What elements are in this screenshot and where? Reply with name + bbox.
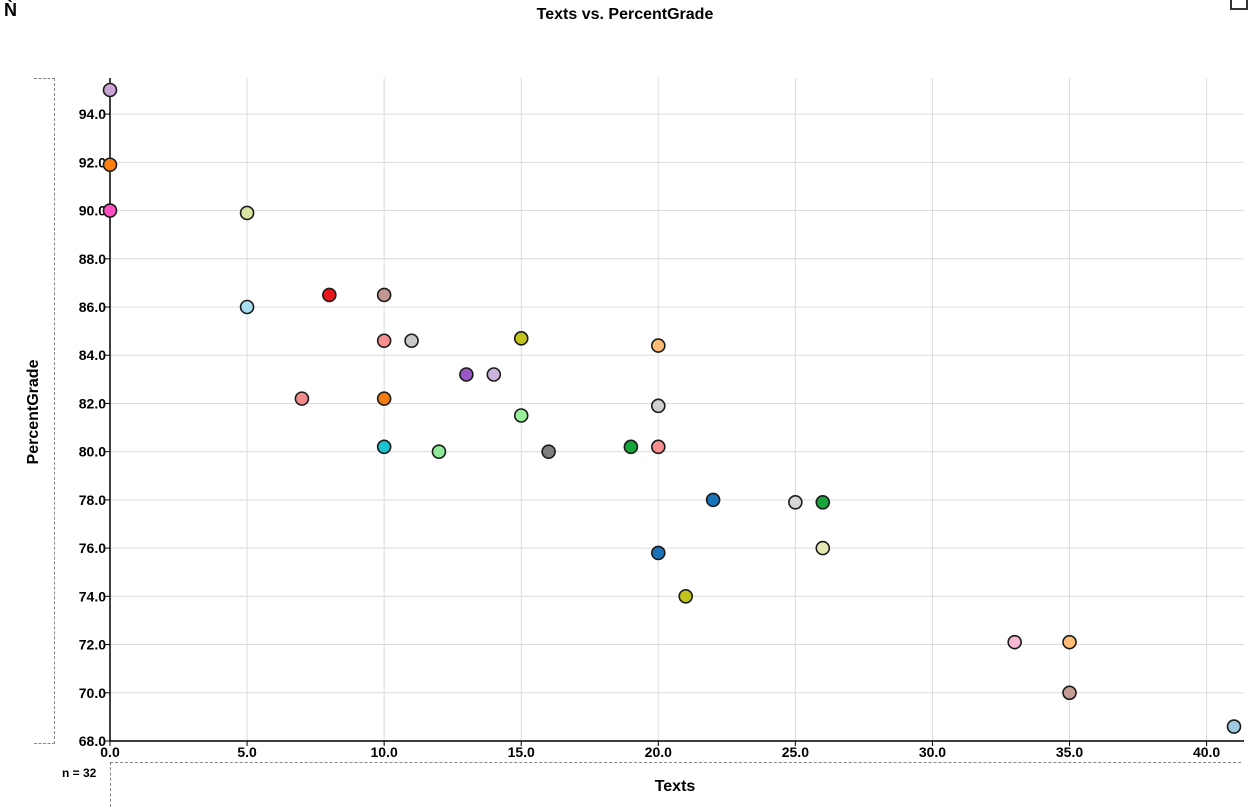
y-tick-label: 94.0: [79, 106, 106, 122]
y-tick-label: 80.0: [79, 444, 106, 460]
y-tick-label: 86.0: [79, 299, 106, 315]
data-point[interactable]: [513, 408, 529, 423]
x-tick-label: 0.0: [100, 744, 120, 760]
data-point[interactable]: [376, 439, 392, 455]
data-point[interactable]: [102, 157, 118, 173]
chart-title: Texts vs. PercentGrade: [536, 6, 714, 23]
y-tick-label: 92.0: [79, 154, 106, 170]
data-point[interactable]: [459, 367, 474, 382]
corner-glyph-icon: Ǹ: [4, 0, 17, 20]
data-point[interactable]: [1062, 634, 1077, 650]
grid-lines: [109, 78, 1244, 742]
y-axis-drop-zone[interactable]: [34, 78, 55, 744]
y-tick-label: 70.0: [79, 685, 106, 701]
x-axis-label: Texts: [654, 778, 696, 795]
data-point[interactable]: [376, 287, 392, 303]
x-tick-label: 35.0: [1056, 744, 1083, 760]
y-tick-label: 88.0: [79, 251, 106, 267]
data-point[interactable]: [431, 444, 447, 459]
x-tick-label: 25.0: [782, 744, 809, 760]
data-point[interactable]: [815, 540, 831, 556]
data-point[interactable]: [1007, 634, 1022, 650]
data-point[interactable]: [815, 494, 831, 510]
data-point[interactable]: [376, 333, 392, 349]
tick-labels: 0.0 5.0 10.0 15.0 20.0 25.0 30.0 35.0 40.0 68.0 70…: [79, 106, 1221, 760]
window-control-icon[interactable]: [1230, 0, 1248, 10]
data-point[interactable]: [623, 439, 639, 455]
data-point[interactable]: [1226, 719, 1242, 734]
data-point[interactable]: [650, 439, 666, 455]
x-tick-label: 40.0: [1193, 744, 1220, 760]
x-tick-label: 5.0: [237, 744, 257, 760]
data-point[interactable]: [541, 444, 556, 459]
data-point[interactable]: [294, 391, 310, 406]
data-point[interactable]: [322, 287, 337, 303]
data-point[interactable]: [102, 203, 118, 218]
data-point[interactable]: [678, 589, 694, 604]
x-tick-label: 30.0: [919, 744, 946, 760]
data-point[interactable]: [650, 338, 666, 353]
data-point[interactable]: [376, 391, 392, 406]
y-tick-label: 82.0: [79, 395, 106, 411]
data-point[interactable]: [404, 333, 419, 349]
y-tick-label: 74.0: [79, 588, 106, 604]
data-point[interactable]: [102, 82, 118, 98]
sample-size-label: n = 32: [62, 766, 97, 780]
y-tick-label: 84.0: [79, 347, 106, 363]
data-point[interactable]: [650, 545, 666, 561]
data-point[interactable]: [239, 299, 255, 315]
data-point[interactable]: [486, 367, 502, 382]
data-point[interactable]: [1062, 685, 1077, 701]
y-tick-label: 78.0: [79, 492, 106, 508]
y-tick-label: 90.0: [79, 203, 106, 219]
axes: [105, 78, 1244, 746]
y-tick-label: 72.0: [79, 637, 106, 653]
x-tick-label: 15.0: [508, 744, 535, 760]
y-tick-label: 68.0: [79, 733, 106, 749]
data-point[interactable]: [650, 398, 666, 414]
y-tick-label: 76.0: [79, 540, 106, 556]
data-point[interactable]: [239, 205, 255, 221]
data-point[interactable]: [513, 331, 529, 346]
data-point[interactable]: [705, 492, 721, 508]
x-tick-label: 10.0: [371, 744, 398, 760]
data-point[interactable]: [788, 494, 803, 510]
x-tick-label: 20.0: [645, 744, 672, 760]
x-axis-drop-zone[interactable]: [110, 762, 1241, 807]
data-points[interactable]: [102, 82, 1242, 734]
